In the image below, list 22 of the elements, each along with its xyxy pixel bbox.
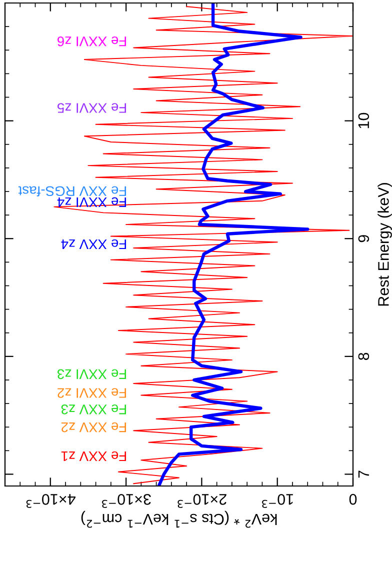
annotation: Fe XXVI z2 xyxy=(58,388,126,398)
x-tick-label: 2×10$^{−3}$ xyxy=(178,494,226,508)
x-tick-label: 0 xyxy=(349,494,357,505)
annotation: Fe XXV z1 xyxy=(61,451,126,462)
x-tick-label: 10$^{−3}$ xyxy=(262,494,293,508)
y-tick-label: 10 xyxy=(358,112,370,128)
annotation: Fe XXVI z6 xyxy=(58,36,126,46)
y-tick-label: 7 xyxy=(358,470,369,478)
y-tick-label: 9 xyxy=(358,235,370,242)
annotation: Fe XXVI z5 xyxy=(57,103,126,113)
annotation: Fe XXV z3 xyxy=(61,404,126,414)
annotation: Fe XXV RGS-fast xyxy=(18,186,126,196)
annotation: Fe XXV z2 xyxy=(61,422,126,432)
annotation: Fe XXV z4 xyxy=(61,239,126,250)
text: keV$^{2}$ * (Cts s$^{−1}$ keV$^{−1}$ cm$^{−2}$) xyxy=(81,510,277,528)
annotation: Fe XXVI z4 xyxy=(57,197,126,207)
y-tick-label: 8 xyxy=(358,352,370,360)
x-tick-label: 3×10$^{−3}$ xyxy=(102,494,151,508)
annotation: Fe XXVI z3 xyxy=(58,369,126,380)
y-axis-title: Rest Energy (keV) xyxy=(378,183,392,306)
x-tick-label: 4×10$^{−3}$ xyxy=(26,494,76,508)
line-series xyxy=(158,3,310,486)
